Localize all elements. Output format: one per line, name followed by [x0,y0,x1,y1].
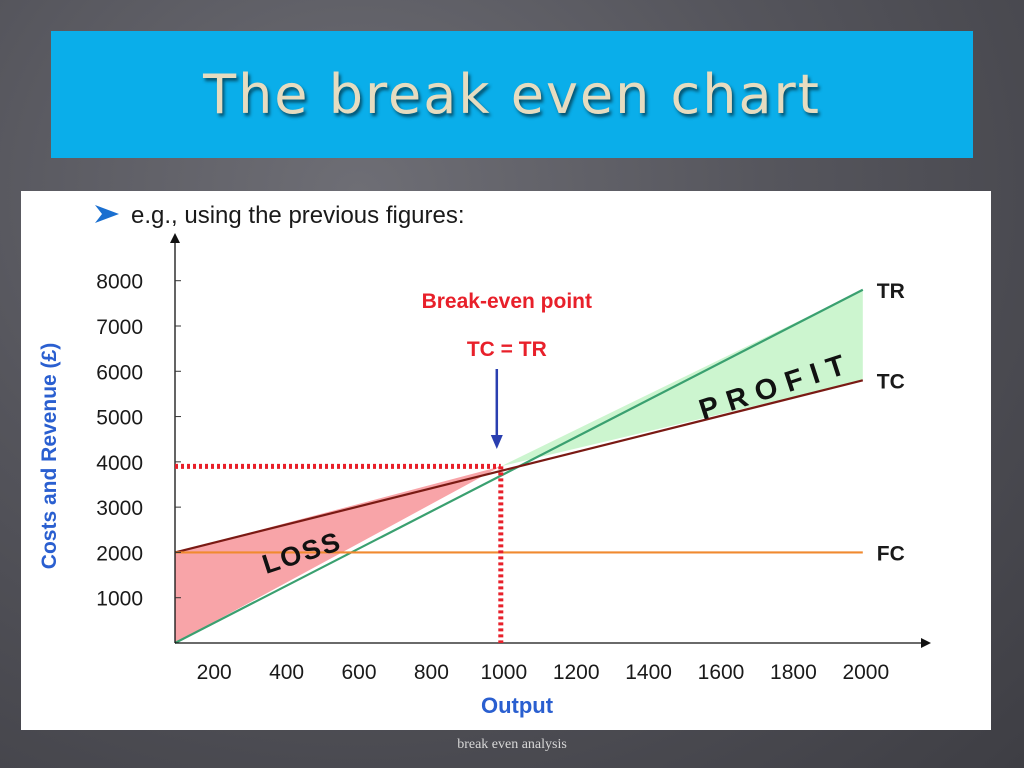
break-even-arrowhead [490,435,503,449]
chevron-bullet-icon [95,205,119,223]
y-tick-label: 6000 [96,361,143,384]
intro-text: e.g., using the previous figures: [131,202,465,229]
break-even-sublabel: TC = TR [467,338,547,361]
x-tick-label: 400 [269,661,304,684]
y-tick-label: 3000 [96,497,143,520]
y-tick-label: 8000 [96,271,143,294]
x-tick-label: 1000 [480,661,527,684]
break-even-chart: 1000 2000 3000 4000 5000 6000 7000 8000 200 400 60… [38,202,931,718]
x-tick-label: 800 [414,661,449,684]
x-tick-label: 2000 [842,661,889,684]
y-axis-title: Costs and Revenue (£) [38,343,61,569]
y-axis-arrow [170,233,180,243]
slide-title: The break even chart [203,63,821,126]
x-tick-label: 1800 [770,661,817,684]
x-tick-label: 1600 [698,661,745,684]
x-axis-title: Output [481,693,554,718]
y-tick-label: 2000 [96,542,143,565]
chart-panel: 1000 2000 3000 4000 5000 6000 7000 8000 200 400 60… [21,191,991,730]
y-tick-label: 1000 [96,588,143,611]
series-label-tc: TC [877,370,905,393]
y-tick-label: 4000 [96,452,143,475]
slide-footer: break even analysis [457,737,567,752]
x-tick-label: 1400 [625,661,672,684]
y-tick-label: 7000 [96,316,143,339]
series-label-fc: FC [877,542,905,565]
x-axis-arrow [921,638,931,648]
x-tick-label: 1200 [553,661,600,684]
profit-region [500,289,863,467]
x-tick-label: 200 [197,661,232,684]
title-bar: The break even chart [51,31,973,158]
x-tick-label: 600 [341,661,376,684]
series-line-tc [174,379,864,554]
y-tick-label: 5000 [96,407,143,430]
break-even-label: Break-even point [422,290,592,313]
series-label-tr: TR [877,280,905,303]
